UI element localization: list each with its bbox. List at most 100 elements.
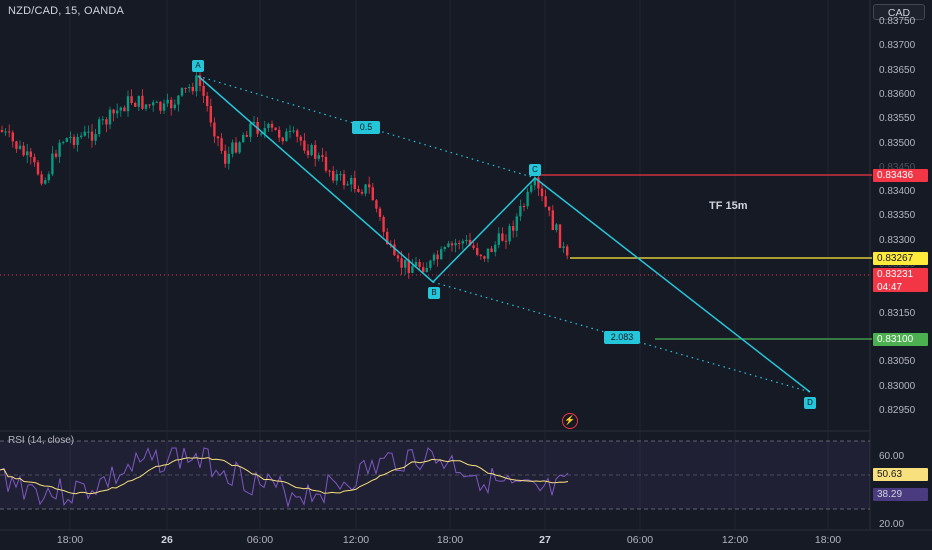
candle-body [0, 130, 4, 132]
c-level-tag: 0.83436 [873, 169, 928, 182]
candle-body [36, 162, 40, 175]
timeframe-note: TF 15m [709, 200, 748, 212]
candle-body [497, 233, 500, 245]
abcd-pattern[interactable] [197, 75, 811, 393]
candle-body [468, 239, 472, 246]
candle-body [411, 266, 414, 273]
candle-body [483, 256, 486, 259]
candle-body [537, 177, 540, 189]
candle-body [40, 174, 43, 184]
candle-body [152, 102, 155, 106]
candle-body [18, 145, 22, 149]
candle-body [15, 141, 18, 149]
candle-body [418, 261, 421, 268]
candle-body [494, 244, 497, 252]
candle-body [270, 123, 274, 128]
ratio-bd-label[interactable]: 2.083 [604, 331, 640, 344]
price-axis-tick: 0.83600 [879, 88, 916, 100]
price-axis-tick: 0.83300 [879, 234, 916, 246]
candle-body [44, 180, 47, 184]
candle-body [508, 226, 511, 242]
candle-body [501, 233, 504, 241]
point-d-label[interactable]: D [804, 397, 816, 409]
candle-body [116, 110, 119, 114]
price-axis-tick: 0.83550 [879, 113, 916, 125]
candle-body [281, 137, 284, 142]
countdown-value: 04:47 [877, 282, 903, 293]
candle-body [548, 206, 551, 211]
candle-body [170, 99, 173, 109]
candle-body [62, 141, 65, 143]
candle-body [155, 101, 158, 103]
candle-body [231, 142, 234, 154]
rsi-axis-20: 20.00 [879, 519, 905, 530]
candle-body [324, 156, 328, 171]
candle-body [458, 243, 461, 245]
candle-body [299, 136, 302, 141]
candle-body [555, 224, 558, 231]
candle-body [533, 177, 536, 186]
candle-body [429, 260, 432, 268]
candle-body [72, 136, 76, 145]
candle-body [69, 136, 72, 139]
candle-body [530, 185, 533, 192]
price-axis-tick: 0.83750 [879, 16, 916, 27]
candle-body [339, 174, 342, 176]
candle-body [400, 258, 403, 268]
candle-body [335, 174, 338, 181]
candle-body [216, 136, 220, 139]
candle-body [285, 131, 288, 142]
currency-button[interactable]: CAD [873, 4, 925, 20]
candle-body [328, 170, 331, 172]
candle-body [80, 135, 83, 137]
candle-body [476, 248, 479, 255]
candle-body [558, 224, 562, 248]
candle-body [321, 155, 324, 157]
candle-body [440, 249, 443, 260]
candle-body [540, 188, 544, 197]
candle-body [47, 174, 50, 181]
candle-body [422, 267, 425, 273]
d-target-tag: 0.83100 [873, 333, 928, 346]
rsi-axis-60: 60.00 [879, 451, 905, 462]
candle-body [450, 243, 454, 246]
candle-body [454, 243, 457, 246]
candle-body [393, 244, 396, 256]
candlesticks [0, 68, 569, 279]
ratio-ac-label[interactable]: 0.5 [352, 121, 380, 134]
candle-body [87, 131, 90, 133]
rsi-title[interactable]: RSI (14, close) [8, 435, 75, 446]
candle-body [141, 95, 144, 109]
candle-body [296, 130, 299, 137]
candle-body [98, 119, 101, 135]
candle-body [245, 134, 248, 137]
candle-body [173, 104, 176, 109]
candle-body [512, 226, 515, 231]
candle-body [83, 131, 86, 136]
price-axis-tick: 0.83500 [879, 137, 916, 149]
candle-body [220, 138, 223, 151]
candle-body [260, 133, 263, 135]
candle-body [198, 75, 202, 86]
candle-body [123, 107, 126, 112]
lightning-icon[interactable]: ⚡ [562, 413, 578, 429]
candle-body [368, 184, 371, 188]
candle-body [108, 109, 112, 125]
candle-body [263, 128, 266, 134]
point-c-label[interactable]: C [529, 164, 541, 176]
point-b-label[interactable]: B [428, 287, 440, 299]
candle-body [209, 105, 212, 123]
candle-body [252, 121, 256, 124]
price-axis-tick: 0.83400 [879, 186, 916, 198]
candle-body [562, 246, 565, 248]
point-a-label[interactable]: A [192, 60, 204, 72]
candle-body [382, 216, 385, 232]
candle-body [184, 87, 187, 89]
time-tick: 18:00 [814, 534, 842, 546]
symbol-title[interactable]: NZD/CAD, 15, OANDA [8, 5, 125, 17]
candle-body [22, 145, 25, 156]
candle-body [544, 196, 547, 207]
time-tick: 26 [161, 534, 173, 546]
candle-body [33, 156, 36, 163]
